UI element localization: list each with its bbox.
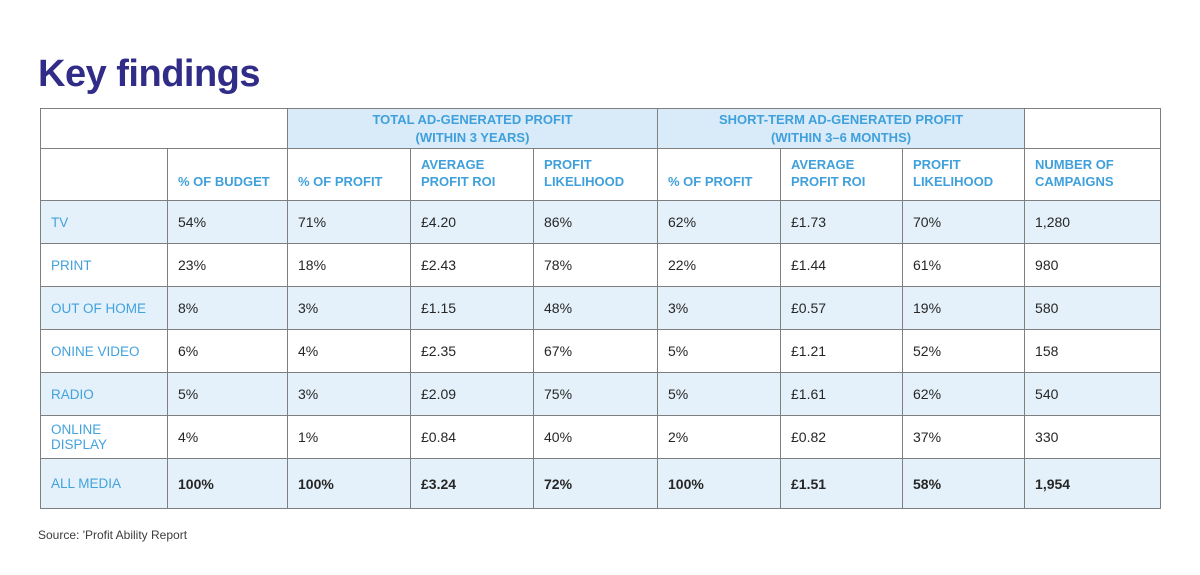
table-cell: 158 <box>1024 329 1162 374</box>
table-cell: 23% <box>167 243 288 288</box>
group-header-spacer-left <box>40 107 288 150</box>
group-header-spacer-right <box>1024 107 1162 150</box>
table-cell: 62% <box>657 200 781 245</box>
table-row-radio: RADIO 5% 3% £2.09 75% 5% £1.61 62% 540 <box>40 372 1162 417</box>
column-header-budget: % OF BUDGET <box>167 148 288 202</box>
table-cell: 100% <box>167 458 288 510</box>
table-row-out-of-home: OUT OF HOME 8% 3% £1.15 48% 3% £0.57 19%… <box>40 286 1162 331</box>
table-cell: 5% <box>657 372 781 417</box>
table-cell: £1.15 <box>410 286 534 331</box>
page-title: Key findings <box>38 53 261 96</box>
table-cell: 330 <box>1024 415 1162 460</box>
column-header-likelihood-short: PROFIT LIKELIHOOD <box>901 148 1026 202</box>
table-row-print: PRINT 23% 18% £2.43 78% 22% £1.44 61% 98… <box>40 243 1162 288</box>
table-row-tv: TV 54% 71% £4.20 86% 62% £1.73 70% 1,280 <box>40 200 1162 245</box>
table-cell: 71% <box>287 200 411 245</box>
table-cell: 6% <box>167 329 288 374</box>
row-label-print: PRINT <box>40 243 168 288</box>
table-cell: 52% <box>901 329 1026 374</box>
table-cell: 5% <box>657 329 781 374</box>
table-cell: 67% <box>533 329 658 374</box>
table-cell: £2.09 <box>410 372 534 417</box>
row-label-out-of-home: OUT OF HOME <box>40 286 168 331</box>
table-cell: £2.43 <box>410 243 534 288</box>
table-cell: 58% <box>901 458 1026 510</box>
table-cell: 75% <box>533 372 658 417</box>
table-cell: £1.21 <box>780 329 903 374</box>
table-cell: £2.35 <box>410 329 534 374</box>
table-cell: 70% <box>901 200 1026 245</box>
column-header-roi-short: AVERAGE PROFIT ROI <box>780 148 903 202</box>
table-cell: 3% <box>287 286 411 331</box>
table-cell: 37% <box>901 415 1026 460</box>
column-header-profit-short: % OF PROFIT <box>657 148 781 202</box>
table-cell: 3% <box>287 372 411 417</box>
table-cell: £1.61 <box>780 372 903 417</box>
table-row-online-display: ONLINE DISPLAY 4% 1% £0.84 40% 2% £0.82 … <box>40 415 1162 460</box>
table-cell: 86% <box>533 200 658 245</box>
table-cell: 2% <box>657 415 781 460</box>
table-cell: 5% <box>167 372 288 417</box>
table-cell: 580 <box>1024 286 1162 331</box>
table-cell: £0.82 <box>780 415 903 460</box>
source-note: Source: 'Profit Ability Report <box>38 528 188 542</box>
column-header-row: % OF BUDGET % OF PROFIT AVERAGE PROFIT R… <box>40 148 1162 202</box>
row-label-radio: RADIO <box>40 372 168 417</box>
table-cell: 72% <box>533 458 658 510</box>
column-header-profit-total: % OF PROFIT <box>287 148 411 202</box>
column-header-roi-total: AVERAGE PROFIT ROI <box>410 148 534 202</box>
table-cell: 1,954 <box>1024 458 1162 510</box>
table-cell: £1.51 <box>780 458 903 510</box>
table-cell: 8% <box>167 286 288 331</box>
table-cell: 22% <box>657 243 781 288</box>
table-cell: 4% <box>167 415 288 460</box>
table-cell: 62% <box>901 372 1026 417</box>
group-header-short-term-profit: SHORT-TERM AD-GENERATED PROFIT (WITHIN 3… <box>656 107 1026 150</box>
table-cell: £1.73 <box>780 200 903 245</box>
table-cell: 18% <box>287 243 411 288</box>
table-cell: £4.20 <box>410 200 534 245</box>
key-findings-table: TOTAL AD-GENERATED PROFIT (WITHIN 3 YEAR… <box>40 107 1162 510</box>
table-cell: 54% <box>167 200 288 245</box>
table-cell: 48% <box>533 286 658 331</box>
row-label-online-display: ONLINE DISPLAY <box>40 415 168 460</box>
group-header-row: TOTAL AD-GENERATED PROFIT (WITHIN 3 YEAR… <box>40 107 1162 150</box>
table-cell: 1% <box>287 415 411 460</box>
row-label-online-video: ONINE VIDEO <box>40 329 168 374</box>
table-cell: 40% <box>533 415 658 460</box>
table-cell: 540 <box>1024 372 1162 417</box>
table-cell: 1,280 <box>1024 200 1162 245</box>
table-cell: 4% <box>287 329 411 374</box>
table-cell: 980 <box>1024 243 1162 288</box>
table-cell: £1.44 <box>780 243 903 288</box>
table-cell: 100% <box>657 458 781 510</box>
table-cell: 19% <box>901 286 1026 331</box>
table-cell: 61% <box>901 243 1026 288</box>
table-cell: 100% <box>287 458 411 510</box>
row-label-all-media: ALL MEDIA <box>40 458 168 510</box>
column-header-campaigns: NUMBER OF CAMPAIGNS <box>1024 148 1162 202</box>
table-cell: 3% <box>657 286 781 331</box>
table-cell: 78% <box>533 243 658 288</box>
table-cell: £0.84 <box>410 415 534 460</box>
table-row-online-video: ONINE VIDEO 6% 4% £2.35 67% 5% £1.21 52%… <box>40 329 1162 374</box>
group-header-total-profit: TOTAL AD-GENERATED PROFIT (WITHIN 3 YEAR… <box>287 107 658 150</box>
table-row-all-media: ALL MEDIA 100% 100% £3.24 72% 100% £1.51… <box>40 458 1162 510</box>
table-cell: £0.57 <box>780 286 903 331</box>
row-label-tv: TV <box>40 200 168 245</box>
column-header-likelihood-total: PROFIT LIKELIHOOD <box>533 148 658 202</box>
table-cell: £3.24 <box>410 458 534 510</box>
column-header-blank <box>40 148 168 202</box>
